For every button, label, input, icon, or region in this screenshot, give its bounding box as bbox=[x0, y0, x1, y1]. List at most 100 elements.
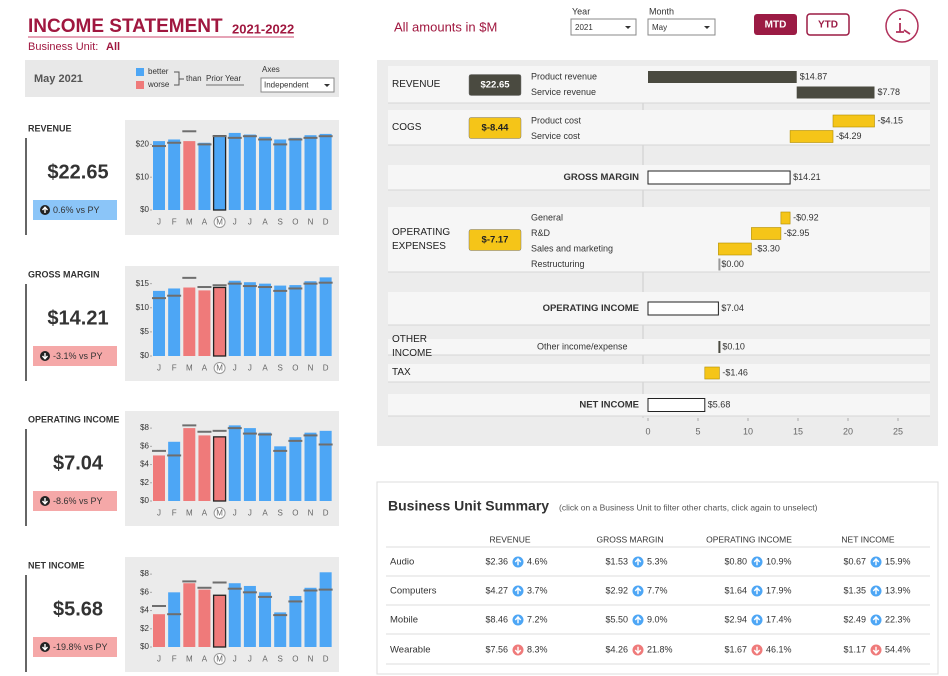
cell-value: $1.53 bbox=[605, 556, 628, 566]
bar bbox=[304, 587, 317, 647]
trend-arrow bbox=[514, 646, 522, 655]
trend-arrow bbox=[634, 646, 642, 655]
value-label: -$0.92 bbox=[793, 212, 819, 222]
mtd-label: MTD bbox=[765, 20, 787, 31]
x-tick-label: 15 bbox=[793, 426, 803, 436]
year-select[interactable] bbox=[570, 18, 637, 36]
bar bbox=[183, 287, 196, 356]
mtd-button[interactable] bbox=[754, 14, 797, 35]
row-name: Mobile bbox=[390, 615, 418, 626]
kpi-delta: -19.8% vs PY bbox=[53, 642, 108, 652]
trend-arrow bbox=[634, 586, 642, 595]
x-tick-label: N bbox=[308, 509, 314, 518]
x-tick-label: J bbox=[157, 218, 161, 227]
y-tick-label: $10 bbox=[136, 172, 150, 181]
cell-value: $8.46 bbox=[485, 614, 508, 624]
cell-value: $4.26 bbox=[605, 644, 628, 654]
total-bar bbox=[647, 170, 791, 185]
selected-month bbox=[213, 507, 226, 519]
month-label: Month bbox=[649, 6, 674, 16]
total-bar bbox=[647, 398, 706, 412]
x-tick-label: 20 bbox=[843, 426, 853, 436]
kpi-value: $22.65 bbox=[47, 161, 108, 183]
section-total: $22.65 bbox=[480, 80, 510, 91]
section-total-box bbox=[468, 74, 522, 96]
x-tick-label: F bbox=[172, 655, 177, 664]
cell-value: $1.64 bbox=[724, 585, 747, 595]
x-tick-label: J bbox=[157, 509, 161, 518]
bar bbox=[228, 583, 241, 647]
axes-select[interactable] bbox=[260, 77, 335, 93]
cell-value: $1.17 bbox=[843, 644, 866, 654]
x-tick-label: D bbox=[323, 364, 329, 373]
y-tick-label: $0 bbox=[140, 496, 149, 505]
bar bbox=[243, 282, 256, 356]
x-tick-label: M bbox=[186, 655, 193, 664]
cell-value: $4.27 bbox=[485, 585, 508, 595]
kpi-card bbox=[25, 138, 120, 235]
value-label: $14.21 bbox=[793, 172, 821, 182]
summary-title: Business Unit Summary bbox=[388, 498, 549, 514]
section-name: REVENUE bbox=[392, 78, 441, 90]
section-name-box: TAX bbox=[392, 367, 411, 378]
x-tick-label: A bbox=[202, 218, 208, 227]
x-tick-label: J bbox=[248, 364, 252, 373]
x-tick-label: 10 bbox=[743, 426, 753, 436]
x-tick-label: D bbox=[323, 218, 329, 227]
section-total-box bbox=[468, 229, 522, 251]
x-tick-label: A bbox=[262, 364, 268, 373]
y-tick-label: $15 bbox=[136, 279, 150, 288]
month-select[interactable] bbox=[647, 18, 716, 36]
x-tick-label: N bbox=[308, 364, 314, 373]
legend-prior: Prior Year bbox=[206, 74, 241, 83]
column-header: REVENUE bbox=[489, 534, 530, 544]
x-tick-label: O bbox=[292, 655, 298, 664]
cell-change: 54.4% bbox=[885, 644, 911, 654]
item-name: Service revenue bbox=[531, 87, 596, 97]
section-name: COGS bbox=[392, 121, 422, 133]
x-tick-label: F bbox=[172, 218, 177, 227]
bar bbox=[304, 135, 317, 210]
value-label: $0.10 bbox=[722, 341, 745, 351]
item-bar bbox=[718, 242, 752, 256]
kpi-delta-box bbox=[33, 346, 117, 366]
y-tick-label: $5 bbox=[140, 327, 149, 336]
bar bbox=[168, 288, 181, 356]
section-total-box bbox=[468, 117, 522, 139]
legend-than: than bbox=[186, 74, 202, 83]
bar bbox=[243, 585, 256, 647]
x-tick-label: S bbox=[278, 655, 283, 664]
trend-arrow bbox=[753, 557, 761, 566]
ytd-button[interactable] bbox=[806, 13, 850, 36]
kpi-delta: -3.1% vs PY bbox=[53, 351, 103, 361]
bar bbox=[228, 280, 241, 356]
bar bbox=[168, 441, 181, 501]
x-tick-label: A bbox=[202, 655, 208, 664]
y-tick-label: $0 bbox=[140, 642, 149, 651]
cell-value: $5.50 bbox=[605, 614, 628, 624]
value-label: -$4.29 bbox=[836, 131, 862, 141]
y-tick-label: $2 bbox=[140, 624, 149, 633]
bar bbox=[183, 583, 196, 647]
value-label: -$1.46 bbox=[722, 367, 748, 377]
value-label: $7.04 bbox=[721, 303, 744, 313]
section-name: TAX bbox=[392, 367, 411, 378]
kpi-title: NET INCOME bbox=[28, 560, 85, 570]
trend-arrow bbox=[514, 586, 522, 595]
bar bbox=[259, 432, 272, 501]
info-icon[interactable] bbox=[885, 9, 919, 43]
row-name: Audio bbox=[390, 557, 414, 568]
year-value: 2021 bbox=[575, 23, 593, 32]
item-name: Sales and marketing bbox=[531, 243, 613, 253]
section-name: OTHER INCOME bbox=[392, 334, 432, 359]
value-label: -$3.30 bbox=[754, 243, 780, 253]
x-tick-label: 5 bbox=[695, 426, 700, 436]
column-header: NET INCOME bbox=[841, 534, 895, 544]
x-tick-label: F bbox=[172, 509, 177, 518]
item-name: Restructuring bbox=[531, 259, 585, 269]
bar bbox=[212, 135, 227, 211]
cell-change: 7.2% bbox=[527, 614, 548, 624]
cell-change: 17.4% bbox=[766, 614, 792, 624]
total-name: GROSS MARGIN bbox=[564, 172, 640, 183]
